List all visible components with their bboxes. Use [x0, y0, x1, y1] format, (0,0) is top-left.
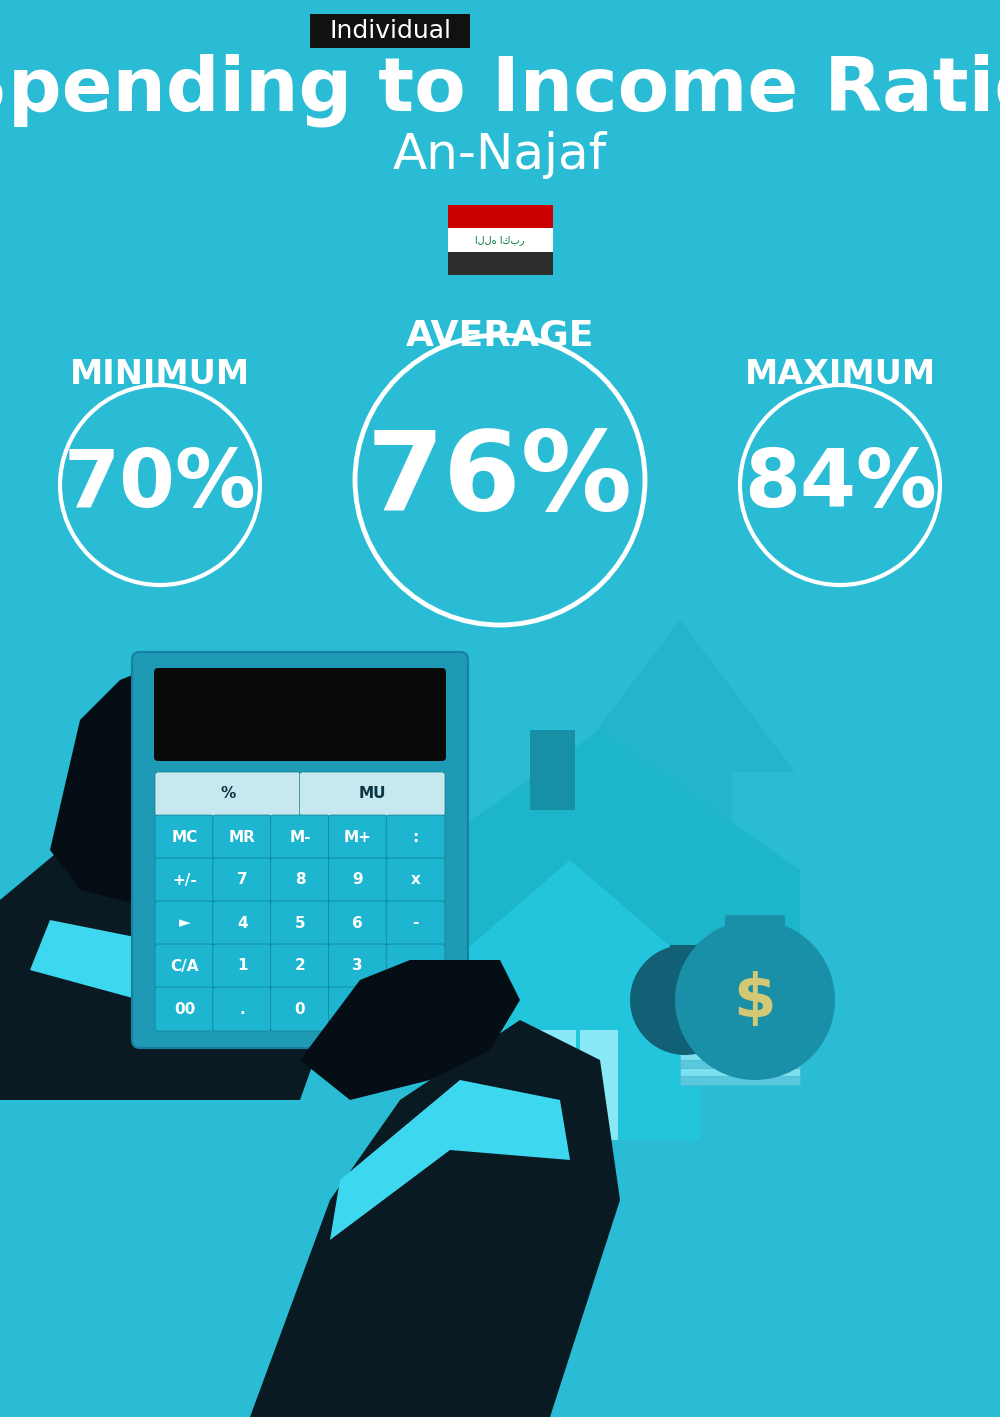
Text: x: x	[411, 873, 421, 887]
Bar	[680, 1020, 800, 1029]
Polygon shape	[300, 959, 520, 1100]
FancyBboxPatch shape	[725, 915, 785, 947]
Bar	[448, 252, 552, 275]
Text: $: $	[672, 983, 698, 1017]
FancyBboxPatch shape	[386, 859, 445, 903]
FancyBboxPatch shape	[155, 944, 214, 988]
Text: 6: 6	[352, 915, 363, 931]
Text: MC: MC	[171, 829, 198, 845]
Polygon shape	[250, 1020, 620, 1417]
Text: Spending to Income Ratio: Spending to Income Ratio	[0, 54, 1000, 126]
FancyBboxPatch shape	[213, 901, 272, 945]
FancyBboxPatch shape	[213, 815, 272, 859]
Text: +: +	[409, 958, 422, 973]
Bar	[680, 1051, 800, 1061]
Text: %: %	[220, 786, 235, 802]
Text: M+: M+	[344, 829, 372, 845]
Text: Individual: Individual	[329, 18, 451, 43]
Polygon shape	[330, 1080, 570, 1240]
FancyBboxPatch shape	[328, 901, 387, 945]
FancyBboxPatch shape	[155, 772, 300, 816]
FancyBboxPatch shape	[132, 652, 468, 1049]
Text: 8: 8	[295, 873, 305, 887]
Text: الله اكبر: الله اكبر	[475, 235, 525, 245]
Text: .: .	[239, 1002, 245, 1016]
Bar	[680, 1076, 800, 1085]
Text: 70%: 70%	[64, 446, 256, 524]
Bar	[530, 730, 575, 811]
Text: 2: 2	[295, 958, 305, 973]
FancyBboxPatch shape	[386, 901, 445, 945]
FancyBboxPatch shape	[154, 667, 446, 761]
Text: =: =	[409, 1002, 422, 1016]
Bar	[680, 1036, 800, 1044]
Polygon shape	[310, 680, 470, 981]
FancyBboxPatch shape	[386, 988, 445, 1032]
Bar	[400, 870, 800, 1080]
Text: 5: 5	[295, 915, 305, 931]
FancyBboxPatch shape	[328, 815, 387, 859]
FancyBboxPatch shape	[213, 988, 272, 1032]
Text: -: -	[412, 915, 419, 931]
FancyBboxPatch shape	[213, 944, 272, 988]
FancyBboxPatch shape	[271, 859, 329, 903]
Polygon shape	[565, 621, 795, 1000]
Text: 76%: 76%	[367, 427, 633, 533]
Text: 9: 9	[352, 873, 363, 887]
Polygon shape	[50, 655, 460, 910]
Circle shape	[630, 945, 740, 1056]
FancyBboxPatch shape	[271, 988, 329, 1032]
FancyBboxPatch shape	[271, 944, 329, 988]
Text: 1: 1	[237, 958, 247, 973]
Text: +/-: +/-	[172, 873, 197, 887]
FancyBboxPatch shape	[328, 944, 387, 988]
Bar	[680, 1068, 800, 1077]
Text: 00: 00	[174, 1002, 195, 1016]
Bar	[680, 1027, 800, 1037]
Bar	[448, 205, 552, 228]
FancyBboxPatch shape	[155, 988, 214, 1032]
Text: MU: MU	[358, 786, 386, 802]
Text: MAXIMUM: MAXIMUM	[744, 359, 936, 391]
FancyBboxPatch shape	[310, 14, 470, 48]
Text: M-: M-	[289, 829, 311, 845]
Polygon shape	[440, 860, 700, 972]
Text: $: $	[734, 971, 776, 1030]
Text: An-Najaf: An-Najaf	[393, 130, 607, 179]
FancyBboxPatch shape	[155, 859, 214, 903]
Bar	[440, 972, 700, 1141]
FancyBboxPatch shape	[328, 988, 387, 1032]
FancyBboxPatch shape	[328, 859, 387, 903]
FancyBboxPatch shape	[155, 815, 214, 859]
Text: 0: 0	[295, 1002, 305, 1016]
Bar	[680, 1044, 800, 1053]
Text: 3: 3	[352, 958, 363, 973]
FancyBboxPatch shape	[271, 901, 329, 945]
Polygon shape	[370, 990, 440, 1050]
FancyBboxPatch shape	[386, 944, 445, 988]
FancyBboxPatch shape	[155, 901, 214, 945]
Circle shape	[675, 920, 835, 1080]
Text: 4: 4	[237, 915, 248, 931]
Text: 7: 7	[237, 873, 248, 887]
Bar	[670, 945, 700, 964]
Polygon shape	[400, 730, 800, 870]
Text: AVERAGE: AVERAGE	[406, 317, 594, 351]
Text: 84%: 84%	[744, 446, 936, 524]
Bar	[580, 1030, 618, 1141]
Bar	[538, 1030, 576, 1141]
Text: MINIMUM: MINIMUM	[70, 359, 250, 391]
Text: :: :	[412, 829, 419, 845]
Text: MR: MR	[229, 829, 256, 845]
FancyBboxPatch shape	[386, 815, 445, 859]
Polygon shape	[0, 850, 350, 1100]
FancyBboxPatch shape	[300, 772, 445, 816]
Text: ►: ►	[179, 915, 190, 931]
Bar	[448, 228, 552, 252]
Text: C/A: C/A	[170, 958, 199, 973]
FancyBboxPatch shape	[213, 859, 272, 903]
Bar	[680, 1060, 800, 1068]
Polygon shape	[30, 920, 290, 1020]
FancyBboxPatch shape	[271, 815, 329, 859]
